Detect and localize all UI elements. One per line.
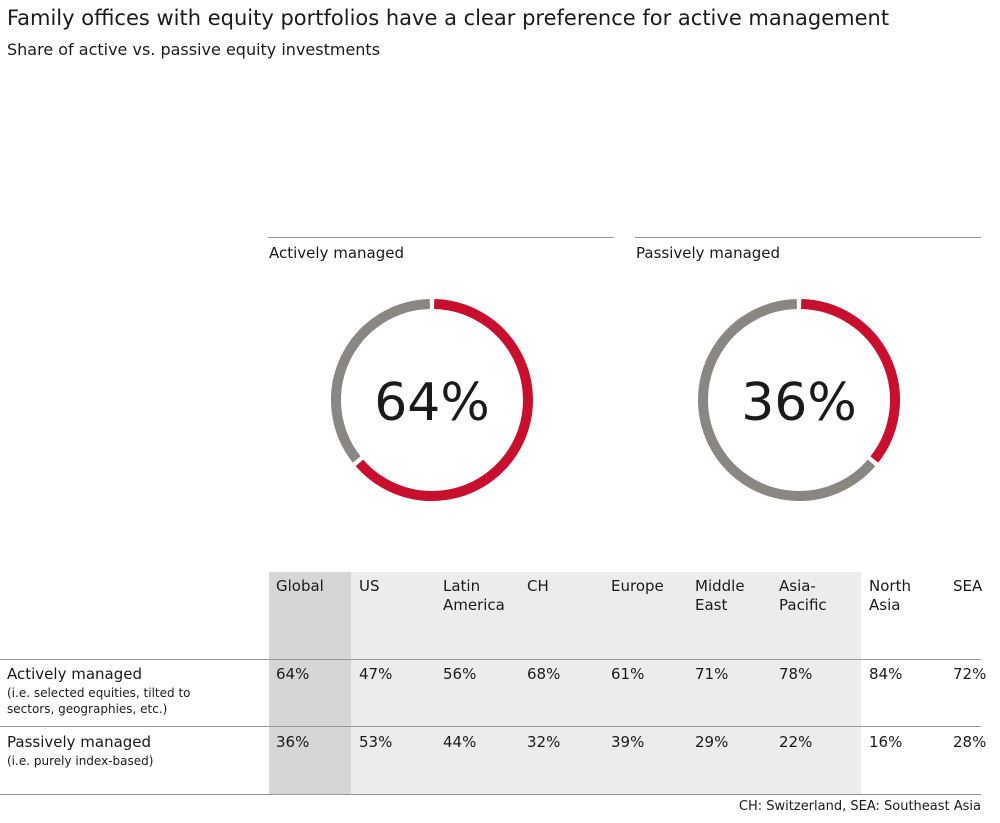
donut-chart-passive: 36% <box>698 299 900 501</box>
row-divider <box>0 726 981 727</box>
row-label-passive: Passively managed <box>7 733 152 751</box>
table-cell: 22% <box>779 733 813 751</box>
table-cell: 39% <box>611 733 645 751</box>
table-cell: 56% <box>443 665 477 683</box>
chart-subtitle: Share of active vs. passive equity inves… <box>7 40 381 59</box>
donut-label-active: Actively managed <box>269 244 404 262</box>
table-cell: 44% <box>443 733 477 751</box>
global-column-shade <box>269 572 351 794</box>
column-header: Middle East <box>695 577 745 614</box>
donut-slice-share <box>355 299 533 501</box>
donut-chart-active: 64% <box>331 299 533 501</box>
column-header: Europe <box>611 577 664 595</box>
donut-panel-active: Actively managed 64% <box>268 237 614 501</box>
row-note-active: (i.e. selected equities, tilted to secto… <box>7 686 191 716</box>
donut-center-value: 64% <box>374 373 490 433</box>
table-cell: 84% <box>869 665 903 683</box>
donut-panel-passive: Passively managed 36% <box>635 237 981 501</box>
column-header: CH <box>527 577 549 595</box>
column-header: North Asia <box>869 577 911 614</box>
regions-column-shade <box>351 572 861 794</box>
table-cell: 36% <box>276 733 310 751</box>
column-header: Asia- Pacific <box>779 577 827 614</box>
row-label-active: Actively managed <box>7 665 142 683</box>
table-cell: 71% <box>695 665 729 683</box>
column-header: US <box>359 577 380 595</box>
column-header: Latin America <box>443 577 505 614</box>
table-cell: 16% <box>869 733 903 751</box>
donut-center-value: 36% <box>741 373 857 433</box>
donut-slice-remainder <box>698 299 876 501</box>
donut-slice-share <box>801 299 900 463</box>
table-cell: 64% <box>276 665 310 683</box>
table-cell: 47% <box>359 665 393 683</box>
table-cell: 78% <box>779 665 813 683</box>
chart-title: Family offices with equity portfolios ha… <box>7 6 890 30</box>
table-cell: 68% <box>527 665 561 683</box>
table-cell: 29% <box>695 733 729 751</box>
column-header: Global <box>276 577 324 595</box>
table-cell: 28% <box>953 733 987 751</box>
row-note-passive: (i.e. purely index-based) <box>7 754 154 768</box>
footnote: CH: Switzerland, SEA: Southeast Asia <box>738 799 981 814</box>
header-divider <box>0 659 981 660</box>
region-table: Actively managed (i.e. selected equities… <box>0 572 1000 795</box>
table-cell: 61% <box>611 665 645 683</box>
table-bottom-rule <box>0 794 981 795</box>
donut-slice-remainder <box>331 299 430 463</box>
donut-label-passive: Passively managed <box>636 244 781 262</box>
table-cell: 53% <box>359 733 393 751</box>
table-cell: 72% <box>953 665 987 683</box>
column-header: SEA <box>953 577 983 595</box>
table-cell: 32% <box>527 733 561 751</box>
